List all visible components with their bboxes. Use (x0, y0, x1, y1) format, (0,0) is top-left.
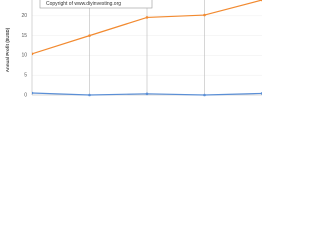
background (0, 0, 270, 100)
data-point (203, 93, 206, 97)
plot-area (32, 0, 262, 97)
data-point (260, 92, 262, 95)
y-axis-label: Annual Profit ($USD) (5, 27, 10, 72)
y-tick-label: 20 (21, 13, 27, 19)
chart: Annual Profit ($USD) 0 5 10 15 20 Copyright o… (0, 0, 270, 100)
y-tick-label: 10 (21, 53, 27, 59)
annotation: Copyright of www.diyinvesting.org (46, 1, 121, 7)
data-point (260, 0, 262, 2)
data-point (145, 92, 149, 96)
y-tick-label: 15 (21, 33, 27, 39)
data-point (32, 91, 34, 95)
data-point (32, 52, 34, 56)
y-tick-label: 5 (24, 73, 27, 79)
data-point (88, 34, 91, 37)
y-tick-label: 0 (24, 92, 27, 98)
data-point (203, 13, 206, 17)
annotation-box (39, 0, 153, 9)
data-point (88, 93, 91, 97)
data-point (145, 16, 149, 19)
